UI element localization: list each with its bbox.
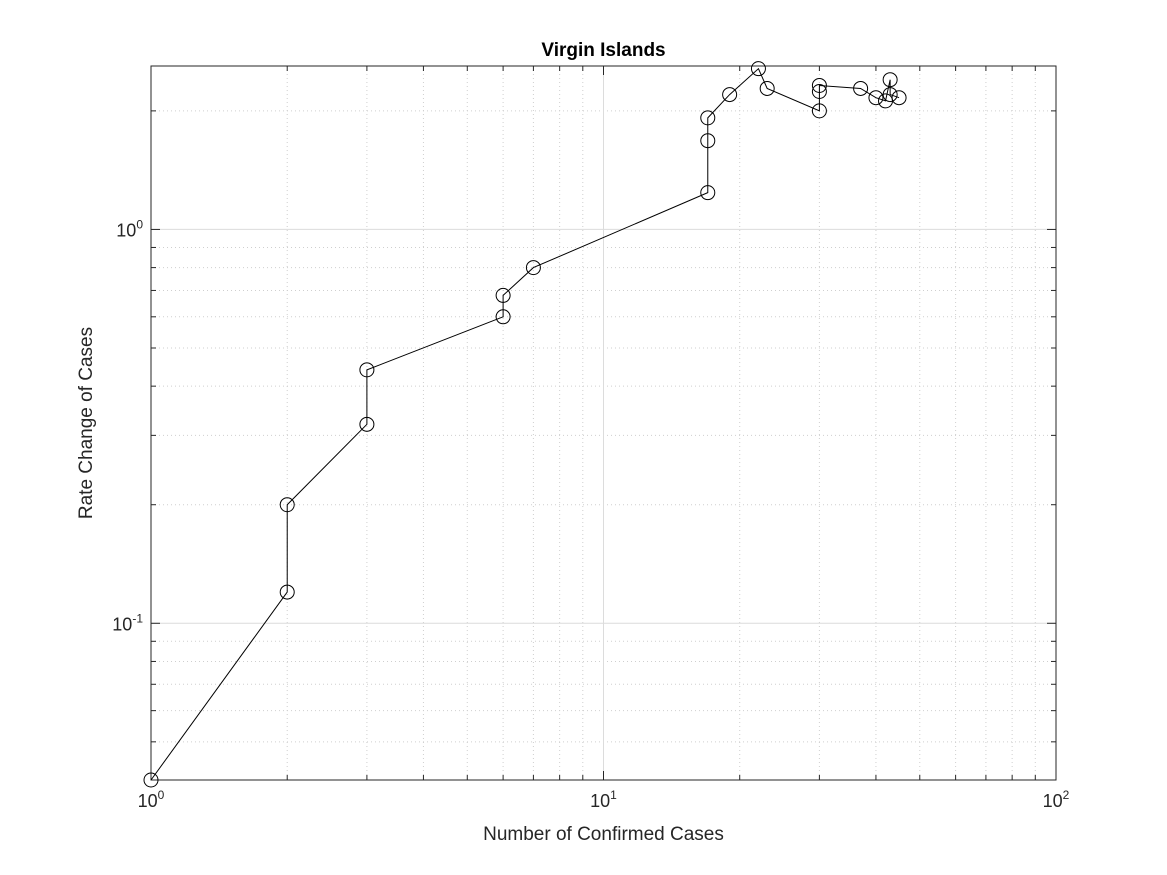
data-point: [525, 260, 541, 276]
data-point: [759, 80, 775, 96]
series-layer: [143, 61, 907, 788]
x-tick-label: 102: [1043, 788, 1070, 811]
data-point: [811, 77, 827, 93]
y-tick-label: 10-1: [112, 611, 143, 634]
data-point: [882, 87, 898, 103]
tick-labels: 100 101 102 10-1 100: [112, 217, 1069, 811]
data-point: [700, 185, 716, 201]
axis-ticks: [150, 66, 1056, 781]
data-point: [279, 497, 295, 513]
data-point: [853, 80, 869, 96]
data-point: [811, 103, 827, 119]
x-axis-label: Number of Confirmed Cases: [483, 824, 724, 845]
data-point: [750, 61, 766, 77]
data-point: [143, 772, 159, 788]
x-tick-label: 100: [138, 788, 165, 811]
data-point: [700, 110, 716, 126]
data-point: [279, 584, 295, 600]
data-point: [882, 72, 898, 88]
data-point: [722, 87, 738, 103]
y-tick-label: 100: [116, 217, 143, 240]
data-point: [495, 309, 511, 325]
data-point: [700, 133, 716, 149]
data-point: [359, 362, 375, 378]
data-point: [359, 416, 375, 432]
data-point: [868, 90, 884, 106]
data-point: [495, 287, 511, 303]
data-point: [811, 83, 827, 99]
y-axis-label: Rate Change of Cases: [76, 327, 97, 519]
chart-title: Virgin Islands: [541, 40, 665, 61]
x-tick-label: 101: [590, 788, 617, 811]
data-point: [891, 90, 907, 106]
